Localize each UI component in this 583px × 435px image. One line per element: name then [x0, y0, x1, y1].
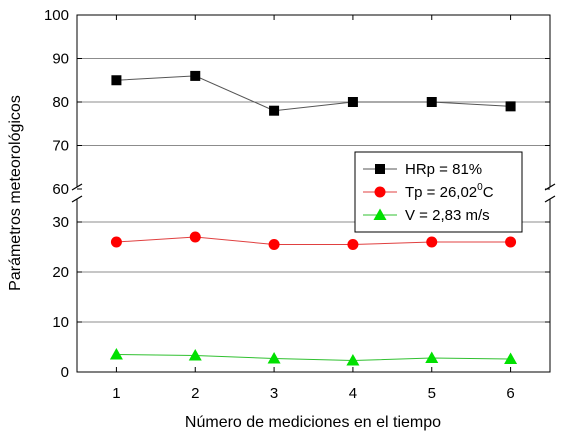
data-point — [347, 239, 359, 250]
data-point — [110, 236, 122, 248]
legend-marker — [373, 208, 387, 220]
data-point — [505, 236, 517, 248]
axis-break-gap-right — [549, 187, 552, 199]
legend-label: V = 2,83 m/s — [405, 207, 490, 224]
y-tick-label: 0 — [61, 364, 69, 381]
legend: HRp = 81% Tp = 26,020C V = 2,83 m/s — [354, 151, 523, 233]
x-tick-label: 2 — [191, 385, 199, 402]
data-point — [188, 349, 202, 361]
data-point — [109, 348, 123, 360]
y-tick-label: 10 — [52, 314, 69, 331]
x-tick-label: 4 — [349, 385, 357, 402]
legend-label: HRp = 81% — [405, 161, 482, 178]
grid-lines — [77, 58, 550, 323]
x-tick-label: 5 — [428, 385, 436, 402]
data-point — [426, 236, 438, 248]
series-3 — [109, 348, 518, 366]
legend-entry: Tp = 26,020C — [363, 182, 494, 201]
series-line — [116, 354, 511, 362]
x-tick-label: 6 — [506, 385, 514, 402]
series-2 — [110, 231, 517, 250]
legend-entry: V = 2,83 m/s — [363, 207, 490, 224]
y-tick-label: 70 — [52, 138, 69, 155]
series-line — [116, 236, 511, 245]
x-tick-label: 3 — [270, 385, 278, 402]
legend-marker — [374, 186, 386, 198]
legend-marker — [375, 164, 385, 174]
x-tick-label: 1 — [112, 385, 120, 402]
series-line — [116, 75, 511, 112]
data-point — [111, 75, 122, 86]
data-point — [269, 105, 280, 116]
axis-break-slash — [71, 183, 83, 191]
legend-entry: HRp = 81% — [363, 161, 482, 178]
axis-break-slash — [71, 195, 83, 203]
data-point — [346, 354, 360, 366]
y-tick-label: 60 — [52, 181, 69, 198]
y-tick-label: 100 — [44, 7, 69, 24]
y-axis-label: Parámetros meteorológicos — [7, 95, 24, 291]
data-point — [347, 97, 358, 107]
series-layer — [109, 70, 518, 366]
legend-label: Tp = 26,020C — [405, 182, 494, 201]
data-point — [190, 70, 201, 81]
data-point — [267, 352, 281, 364]
data-point — [426, 97, 437, 107]
axis-break-slash — [544, 195, 556, 203]
axis-ticks: 60 70 80 90 100 0 10 20 30 1 2 3 4 5 6 — [44, 7, 550, 402]
y-tick-label: 80 — [52, 94, 69, 111]
y-tick-label: 90 — [52, 51, 69, 68]
data-point — [189, 231, 201, 243]
axis-break-gap-left — [76, 187, 79, 199]
y-tick-label: 30 — [52, 214, 69, 231]
y-tick-label: 20 — [52, 264, 69, 281]
data-point — [505, 101, 516, 112]
x-axis-label: Número de mediciones en el tiempo — [185, 414, 441, 431]
series-1 — [111, 70, 516, 116]
data-point — [504, 352, 518, 364]
data-point — [268, 239, 280, 250]
data-point — [425, 351, 439, 363]
